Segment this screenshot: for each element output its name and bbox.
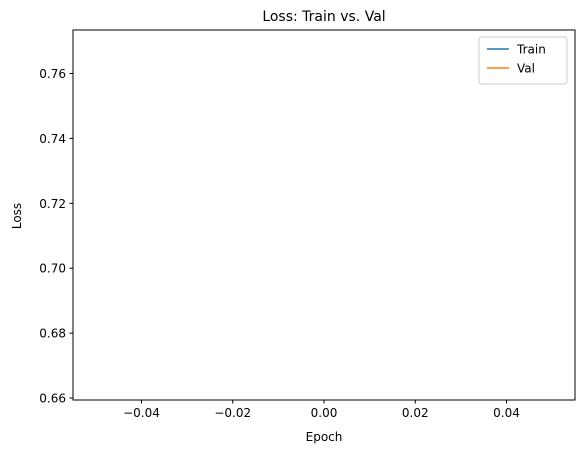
y-tick-label: 0.70	[39, 262, 66, 276]
y-tick-label: 0.74	[39, 132, 66, 146]
y-axis: 0.66 0.68 0.70 0.72 0.74 0.76	[39, 67, 73, 406]
legend-label-train: Train	[516, 43, 546, 57]
x-tick-label: 0.00	[311, 406, 338, 420]
axes-frame	[72, 29, 576, 401]
legend: Train Val	[478, 36, 568, 85]
chart-title: Loss: Train vs. Val	[262, 9, 385, 25]
x-axis-label: Epoch	[306, 430, 343, 444]
legend-label-val: Val	[517, 62, 535, 76]
x-axis: −0.04 −0.02 0.00 0.02 0.04	[123, 400, 520, 420]
y-tick-label: 0.76	[39, 67, 66, 81]
x-tick-label: −0.02	[214, 406, 251, 420]
y-tick-label: 0.68	[39, 327, 66, 341]
y-tick-label: 0.72	[39, 197, 66, 211]
x-tick-label: 0.02	[402, 406, 429, 420]
x-tick-label: 0.04	[493, 406, 520, 420]
y-tick-label: 0.66	[39, 392, 66, 406]
y-axis-label: Loss	[10, 203, 24, 229]
x-tick-label: −0.04	[123, 406, 160, 420]
